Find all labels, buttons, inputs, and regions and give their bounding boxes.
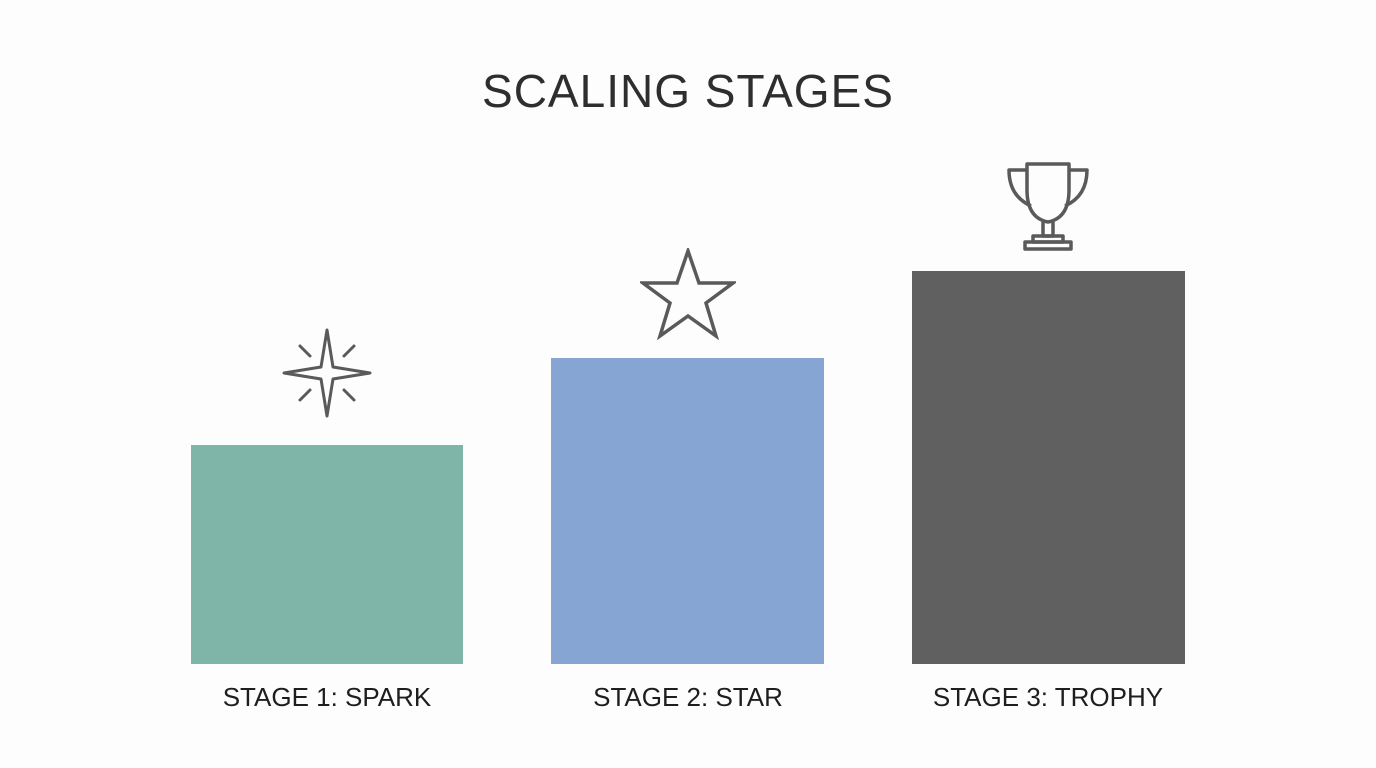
star-icon	[640, 248, 736, 340]
stage-2-bar	[551, 358, 824, 664]
stage-1-label: STAGE 1: SPARK	[222, 682, 432, 712]
page-title: SCALING STAGES	[482, 65, 894, 117]
sparkle-icon	[282, 328, 372, 418]
stage-2-label: STAGE 2: STAR	[593, 682, 783, 712]
stage-1-bar	[191, 445, 463, 664]
stage-3-bar	[912, 271, 1185, 664]
trophy-icon	[1007, 162, 1089, 251]
stage-3-label: STAGE 3: TROPHY	[932, 682, 1164, 712]
